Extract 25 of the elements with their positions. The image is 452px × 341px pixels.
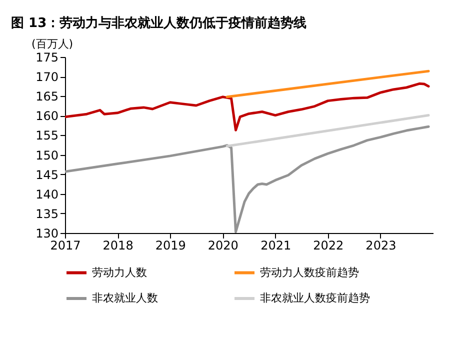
y-tick-label: 175 xyxy=(36,50,58,64)
legend-label: 非农就业人数疫前趋势 xyxy=(260,292,370,304)
x-tick-label: 2018 xyxy=(102,238,134,252)
legend-label: 非农就业人数 xyxy=(92,292,158,304)
line-series xyxy=(65,82,430,132)
y-tick-label: 155 xyxy=(36,128,58,143)
x-tick-label: 2017 xyxy=(50,238,81,252)
line-series xyxy=(65,125,430,233)
y-tick-label: 160 xyxy=(36,109,58,124)
y-tick-label: 140 xyxy=(36,187,58,202)
y-tick-label: 130 xyxy=(36,226,58,240)
x-tick-label: 2023 xyxy=(366,238,396,252)
y-tick-label: 150 xyxy=(36,148,58,162)
legend-label: 劳动力人数疫前趋势 xyxy=(260,266,359,279)
y-axis-title: (百万人) xyxy=(32,38,74,50)
y-tick-label: 135 xyxy=(36,206,58,221)
x-tick-label: 2022 xyxy=(313,238,344,252)
y-tick-label: 170 xyxy=(36,70,58,84)
x-tick-label: 2020 xyxy=(208,238,238,252)
y-tick-label: 165 xyxy=(36,90,58,104)
x-tick-label: 2019 xyxy=(155,238,186,252)
x-tick-label: 2021 xyxy=(260,238,292,252)
chart-title: 图 13：劳动力与非农就业人数仍低于疫情前趋势线 xyxy=(11,15,307,31)
legend-label: 劳动力人数 xyxy=(92,266,147,279)
y-tick-label: 145 xyxy=(36,168,58,182)
